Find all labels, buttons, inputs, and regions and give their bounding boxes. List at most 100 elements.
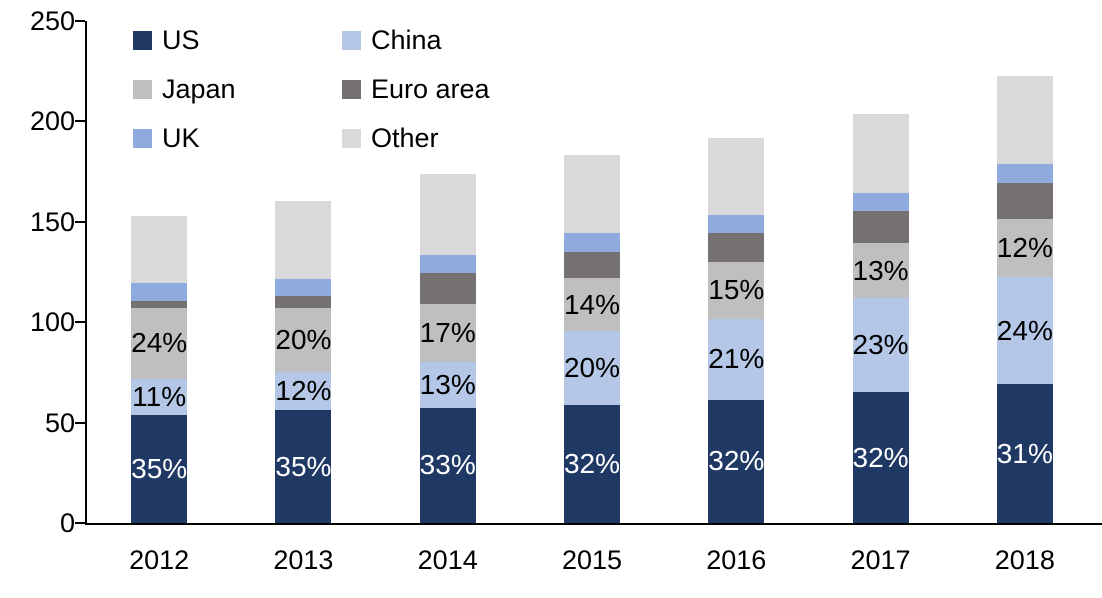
bar-segment-euro-area	[852, 210, 909, 244]
segment-percent-label: 24%	[131, 327, 188, 359]
y-axis-tick	[75, 522, 85, 524]
legend-label: Euro area	[371, 74, 490, 104]
legend-swatch-icon	[342, 80, 361, 99]
stacked-bar-2012: 24% 11% 35%	[131, 215, 188, 523]
stacked-bar-2014: 17% 13% 33%	[420, 174, 476, 523]
legend-swatch-icon	[133, 129, 152, 148]
legend-item-china: China	[342, 27, 490, 54]
bar-segment-china: 21%	[708, 318, 765, 400]
segment-percent-label: 13%	[852, 254, 909, 286]
bar-segment-uk	[131, 283, 188, 302]
category-slot-2014: 17% 13% 33% 2014	[376, 21, 520, 575]
bar-segment-euro-area	[275, 296, 332, 308]
segment-percent-label: 23%	[852, 329, 909, 361]
legend-label: China	[371, 25, 442, 55]
x-axis-label-2018: 2018	[994, 545, 1055, 575]
bar-segment-other	[563, 154, 620, 233]
segment-percent-label: 12%	[996, 232, 1053, 264]
bar-segment-uk	[996, 164, 1053, 184]
x-axis-label-2017: 2017	[850, 545, 911, 575]
legend-item-uk: UK	[133, 125, 342, 152]
bar-segment-euro-area	[996, 183, 1053, 220]
segment-percent-label: 32%	[852, 441, 909, 473]
bar-segment-euro-area	[708, 233, 765, 262]
bar-segment-us: 32%	[708, 399, 765, 523]
y-axis-tick	[75, 20, 85, 22]
x-axis-label-2012: 2012	[129, 545, 190, 575]
bar-segment-euro-area	[419, 273, 476, 304]
segment-percent-label: 31%	[996, 437, 1053, 469]
segment-percent-label: 35%	[131, 452, 188, 484]
segment-percent-label: 32%	[563, 448, 621, 480]
bar-segment-china: 23%	[852, 298, 909, 393]
legend-swatch-icon	[342, 129, 361, 148]
segment-percent-label: 33%	[419, 449, 476, 481]
legend-label: UK	[162, 123, 200, 153]
bar-segment-japan: 20%	[275, 307, 332, 372]
legend-item-us: US	[133, 27, 342, 54]
segment-percent-label: 20%	[563, 352, 621, 384]
legend-swatch-icon	[133, 31, 152, 50]
bar-segment-other	[419, 174, 476, 255]
segment-percent-label: 15%	[708, 274, 765, 306]
legend-item-other: Other	[342, 125, 490, 152]
bar-segment-japan: 15%	[708, 261, 765, 319]
y-axis-tick	[75, 120, 85, 123]
legend-item-japan: Japan	[133, 76, 342, 103]
segment-percent-label: 24%	[996, 314, 1053, 346]
y-axis-tick	[75, 220, 85, 223]
bar-segment-uk	[852, 193, 909, 211]
legend-swatch-icon	[133, 80, 152, 99]
x-axis-label-2016: 2016	[706, 545, 767, 575]
segment-percent-label: 35%	[275, 450, 332, 482]
bar-segment-japan: 17%	[419, 303, 476, 363]
legend-label: Japan	[162, 74, 236, 104]
bar-segment-other	[131, 215, 188, 284]
segment-percent-label: 14%	[563, 288, 621, 320]
segment-percent-label: 21%	[708, 343, 765, 375]
bar-segment-china: 11%	[131, 379, 188, 415]
legend-swatch-icon	[342, 31, 361, 50]
segment-percent-label: 32%	[708, 445, 765, 477]
category-slot-2012: 24% 11% 35% 2012	[87, 21, 231, 575]
category-slot-2013: 20% 12% 35% 2013	[231, 21, 375, 575]
bar-segment-china: 20%	[563, 331, 621, 406]
segment-percent-label: 17%	[419, 317, 476, 349]
bar-segment-china: 24%	[996, 277, 1053, 385]
bar-segment-japan: 24%	[131, 307, 188, 380]
bar-segment-us: 32%	[853, 392, 909, 523]
bar-segment-uk	[419, 254, 476, 274]
category-slot-2018: 12% 24% 31% 2018	[953, 21, 1097, 575]
y-axis-tick	[75, 321, 85, 324]
segment-percent-label: 20%	[275, 323, 332, 355]
segment-percent-label: 11%	[132, 381, 187, 413]
stacked-bar-2018: 12% 24% 31%	[997, 76, 1053, 523]
bar-segment-uk	[563, 232, 620, 252]
bar-segment-uk	[708, 215, 765, 234]
bar-segment-china: 12%	[275, 371, 331, 411]
bar-segment-other	[275, 200, 332, 280]
y-axis-tick-label: 0	[59, 508, 75, 538]
bar-segment-other	[852, 114, 909, 194]
bar-segment-japan: 13%	[852, 243, 909, 299]
stacked-bar-2015: 14% 20% 32%	[563, 154, 621, 523]
x-axis-label-2015: 2015	[561, 545, 623, 575]
bar-segment-other	[996, 76, 1053, 164]
bar-segment-japan: 14%	[563, 278, 621, 332]
bar-segment-other	[708, 137, 765, 216]
x-axis-line	[85, 523, 1102, 525]
stacked-bar-2016: 15% 21% 32%	[708, 137, 765, 523]
bar-segment-japan: 12%	[996, 219, 1053, 278]
x-axis-label-2013: 2013	[273, 545, 334, 575]
y-axis-tick-label: 50	[44, 407, 75, 438]
y-axis-tick-label: 100	[29, 307, 75, 338]
bar-segment-uk	[275, 279, 332, 297]
bars-container: 24% 11% 35% 2012 20% 12% 35% 2013 17% 13% 33% 2014 1…	[87, 21, 1097, 575]
category-slot-2016: 15% 21% 32% 2016	[664, 21, 808, 575]
y-axis-tick-label: 250	[29, 6, 75, 36]
category-slot-2015: 14% 20% 32% 2015	[520, 21, 664, 575]
bar-segment-euro-area	[563, 251, 620, 279]
bar-segment-us: 32%	[564, 405, 620, 523]
bar-segment-us: 35%	[131, 414, 188, 523]
bar-segment-us: 33%	[419, 407, 476, 523]
